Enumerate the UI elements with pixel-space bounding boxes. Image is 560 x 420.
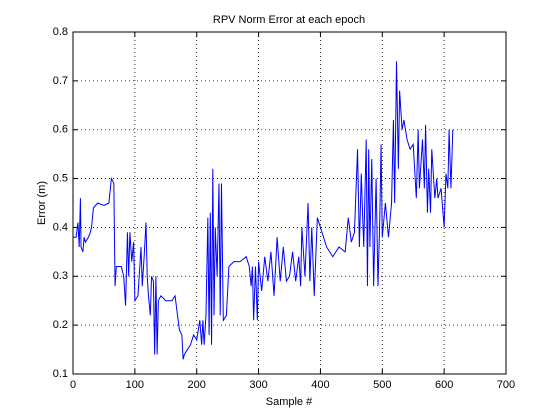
x-tick-label: 0 xyxy=(70,379,76,391)
chart-title: RPV Norm Error at each epoch xyxy=(213,14,365,26)
y-tick-label: 0.3 xyxy=(53,270,68,282)
y-tick-label: 0.2 xyxy=(53,319,68,331)
x-tick-label: 300 xyxy=(249,379,267,391)
data-line xyxy=(73,61,454,360)
y-axis-label: Error (m) xyxy=(36,181,48,225)
x-tick-label: 600 xyxy=(435,379,453,391)
y-tick-label: 0.7 xyxy=(53,75,68,87)
x-tick-label: 200 xyxy=(188,379,206,391)
y-tick-label: 0.1 xyxy=(53,368,68,380)
x-tick-label: 700 xyxy=(497,379,515,391)
y-tick-label: 0.4 xyxy=(53,221,68,233)
y-tick-label: 0.5 xyxy=(53,172,68,184)
plot-frame xyxy=(72,31,507,375)
x-axis-label: Sample # xyxy=(266,396,313,408)
x-tick-label: 500 xyxy=(373,379,391,391)
x-tick-label: 400 xyxy=(311,379,329,391)
y-tick-label: 0.8 xyxy=(53,26,68,38)
y-tick-label: 0.6 xyxy=(53,124,68,136)
x-tick-label: 100 xyxy=(126,379,144,391)
